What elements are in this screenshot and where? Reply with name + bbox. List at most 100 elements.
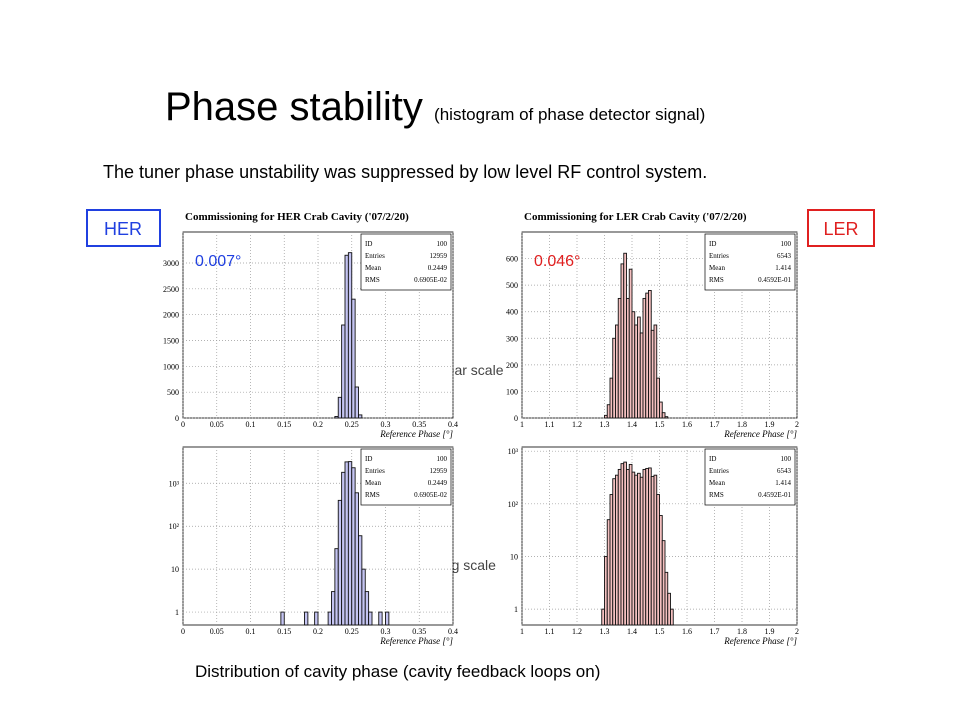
histogram-bar	[385, 611, 390, 626]
y-tick-label: 2000	[163, 311, 179, 320]
x-tick-label: 1.5	[655, 420, 665, 429]
y-tick-label: 10	[171, 565, 179, 574]
y-tick-label: 10²	[169, 522, 180, 531]
x-tick-label: 0.25	[345, 420, 359, 429]
histogram-bar	[670, 608, 674, 626]
stats-label: Entries	[365, 252, 385, 260]
stats-label: Entries	[709, 467, 729, 475]
chart-title: Commissioning for LER Crab Cavity ('07/2…	[524, 211, 747, 223]
y-tick-label: 1500	[163, 337, 179, 346]
histogram-bar	[659, 401, 663, 419]
x-tick-label: 1	[520, 627, 524, 636]
histogram-bar	[344, 461, 349, 626]
x-tick-label: 1.7	[710, 627, 720, 636]
stats-label: ID	[365, 240, 372, 248]
x-tick-label: 1.2	[572, 627, 582, 636]
y-tick-label: 200	[506, 361, 518, 370]
histogram-bar	[354, 386, 359, 419]
stats-value: 0.6905E-02	[414, 276, 447, 284]
stats-label: Mean	[365, 264, 381, 272]
x-tick-label: 0.05	[210, 627, 224, 636]
y-tick-label: 400	[506, 308, 518, 317]
annotation: 0.007°	[195, 253, 241, 270]
histogram-bar	[347, 461, 353, 626]
her-box	[86, 209, 161, 247]
x-tick-label: 0	[181, 420, 185, 429]
subtitle: (histogram of phase detector signal)	[434, 105, 705, 124]
stats-label: Mean	[709, 264, 725, 272]
y-tick-label: 1000	[163, 362, 179, 371]
x-tick-label: 1.3	[600, 420, 610, 429]
x-tick-label: 0.4	[448, 420, 458, 429]
slide-title: Phase stability (histogram of phase dete…	[165, 85, 705, 129]
x-tick-label: 1.6	[682, 420, 692, 429]
x-axis-label: Reference Phase [°]	[379, 636, 453, 646]
histogram-bar	[304, 611, 309, 626]
stats-box	[360, 233, 452, 291]
y-tick-label: 1	[514, 605, 518, 614]
y-tick-label: 10³	[169, 479, 180, 488]
histogram-bar	[661, 412, 666, 419]
histogram-bar	[341, 324, 346, 419]
stats-value: 100	[437, 455, 448, 463]
x-tick-label: 1.8	[737, 420, 747, 429]
stats-label: Mean	[365, 479, 381, 487]
histogram-bar	[656, 377, 660, 419]
y-tick-label: 3000	[163, 259, 179, 268]
x-tick-label: 2	[795, 420, 799, 429]
x-tick-label: 1.6	[682, 627, 692, 636]
x-tick-label: 1	[520, 420, 524, 429]
stats-value: 1.414	[775, 479, 791, 487]
x-tick-label: 1.2	[572, 420, 582, 429]
y-tick-label: 10²	[508, 500, 519, 509]
x-tick-label: 1.4	[627, 420, 637, 429]
her-label: HER	[104, 219, 142, 239]
x-tick-label: 0.15	[277, 420, 291, 429]
title: Phase stability	[165, 85, 423, 129]
stats-value: 0.2449	[428, 479, 448, 487]
stats-label: ID	[709, 455, 716, 463]
histogram-bar	[280, 611, 285, 626]
stats-label: RMS	[709, 491, 724, 499]
lead-text: The tuner phase unstability was suppress…	[103, 162, 707, 182]
histogram-bar	[361, 568, 366, 626]
histogram-bar	[364, 591, 370, 626]
histogram-bar	[664, 416, 669, 419]
stats-value: 6543	[777, 467, 792, 475]
stats-label: Entries	[365, 467, 385, 475]
stats-value: 12959	[430, 252, 448, 260]
x-tick-label: 0	[181, 627, 185, 636]
x-tick-label: 1.1	[545, 627, 555, 636]
histogram-bar	[331, 591, 336, 626]
y-tick-label: 500	[167, 388, 179, 397]
x-tick-label: 0.15	[277, 627, 291, 636]
histogram-bar	[347, 252, 353, 419]
stats-value: 0.4592E-01	[758, 276, 791, 284]
stats-value: 0.6905E-02	[414, 491, 447, 499]
y-tick-label: 0	[175, 414, 179, 423]
stats-value: 0.2449	[428, 264, 448, 272]
annotation: 0.046°	[534, 253, 580, 270]
x-tick-label: 2	[795, 627, 799, 636]
histogram-bar	[354, 492, 359, 626]
x-tick-label: 1.8	[737, 627, 747, 636]
y-tick-label: 0	[514, 414, 518, 423]
histogram-bar	[337, 396, 343, 419]
histogram-bar	[653, 324, 658, 419]
stats-box	[360, 448, 452, 506]
x-tick-label: 1.3	[600, 627, 610, 636]
x-tick-label: 0.2	[313, 627, 323, 636]
stats-label: Mean	[709, 479, 725, 487]
histogram-bar	[351, 298, 356, 419]
histogram-bar	[327, 611, 332, 626]
stats-value: 100	[781, 455, 792, 463]
x-tick-label: 0.1	[246, 627, 256, 636]
y-tick-label: 600	[506, 255, 518, 264]
y-tick-label: 2500	[163, 285, 179, 294]
x-tick-label: 1.4	[627, 627, 637, 636]
histogram-bar	[358, 535, 363, 626]
stats-label: ID	[709, 240, 716, 248]
stats-value: 1.414	[775, 264, 791, 272]
stats-box	[704, 448, 796, 506]
